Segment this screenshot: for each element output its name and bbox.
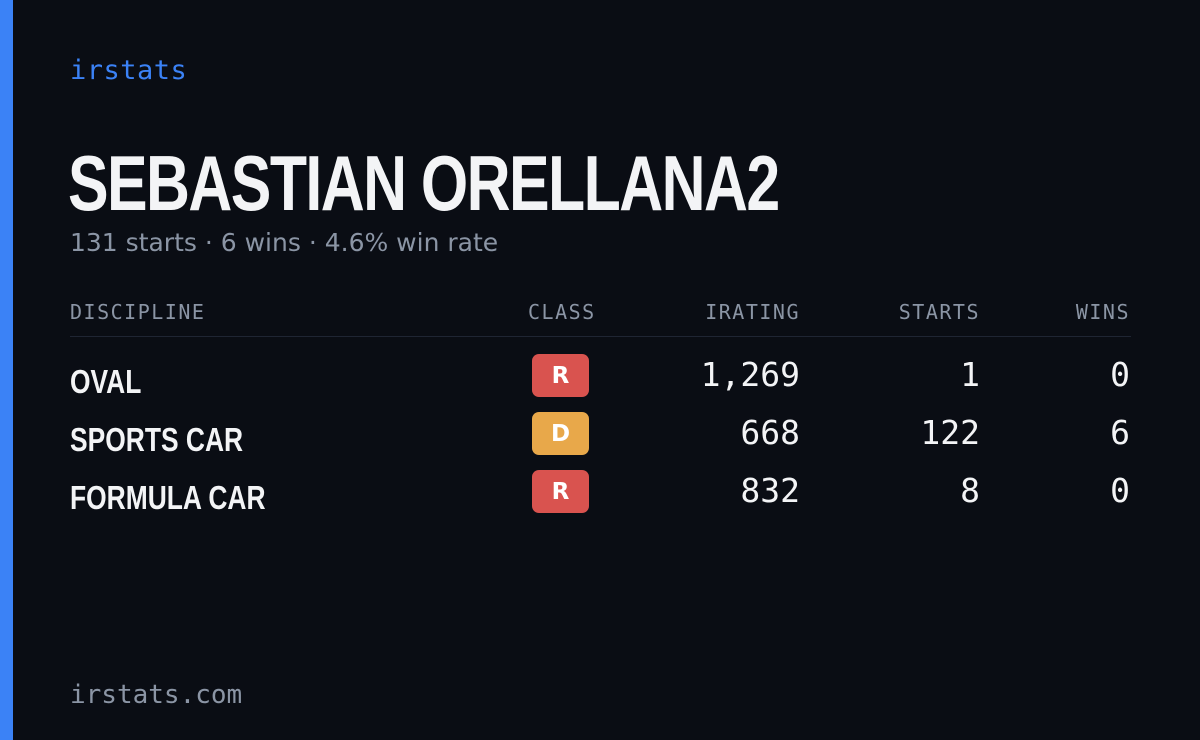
brand-logo: irstats [70,55,188,86]
table-body: OVAL R 1,269 1 0 SPORTS CAR D 668 122 6 … [70,353,1131,527]
header-class: CLASS [528,300,596,324]
discipline-name: OVAL [70,363,142,400]
irating-value: 1,269 [700,355,800,394]
driver-name: SEBASTIAN ORELLANA2 [68,139,780,227]
wins-value: 0 [1110,355,1130,394]
irating-value: 832 [740,471,800,510]
wins-value: 6 [1110,413,1130,452]
license-class-badge: D [532,412,589,455]
footer-url: irstats.com [70,680,243,710]
header-irating: IRATING [705,300,800,324]
header-starts: STARTS [898,300,980,324]
license-class-badge: R [532,354,589,397]
driver-summary: 131 starts · 6 wins · 4.6% win rate [70,228,499,257]
starts-value: 122 [920,413,980,452]
table-row: OVAL R 1,269 1 0 [70,353,1131,411]
license-class-badge: R [532,470,589,513]
table-header: DISCIPLINE CLASS IRATING STARTS WINS [70,296,1131,337]
discipline-table: DISCIPLINE CLASS IRATING STARTS WINS OVA… [70,296,1131,527]
starts-value: 8 [960,471,980,510]
table-row: SPORTS CAR D 668 122 6 [70,411,1131,469]
starts-value: 1 [960,355,980,394]
wins-value: 0 [1110,471,1130,510]
discipline-name: FORMULA CAR [70,479,266,516]
accent-bar [0,0,13,740]
discipline-name: SPORTS CAR [70,421,244,458]
header-wins: WINS [1075,300,1130,324]
table-row: FORMULA CAR R 832 8 0 [70,469,1131,527]
header-discipline: DISCIPLINE [70,300,206,324]
irating-value: 668 [740,413,800,452]
